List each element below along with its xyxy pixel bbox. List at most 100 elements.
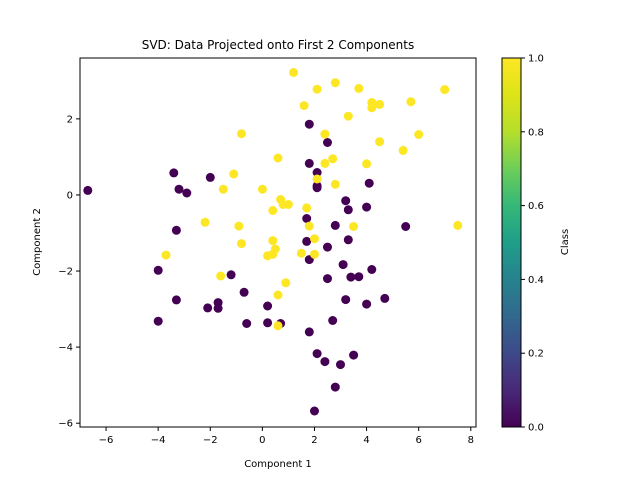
- scatter-point-class-0: [153, 265, 163, 275]
- scatter-point-class-0: [174, 184, 184, 194]
- scatter-point-class-1: [328, 154, 338, 164]
- scatter-point-class-0: [302, 214, 312, 223]
- scatter-point-class-1: [453, 220, 463, 230]
- scatter-point-class-0: [302, 236, 312, 246]
- x-axis-label: Component 1: [244, 459, 312, 470]
- x-tick-label: 6: [415, 435, 421, 446]
- scatter-point-class-1: [216, 271, 226, 281]
- scatter-point-class-1: [304, 221, 314, 231]
- scatter-point-class-1: [406, 97, 416, 107]
- scatter-point-class-0: [263, 318, 273, 328]
- scatter-point-class-1: [320, 158, 330, 168]
- y-tick-label: −4: [58, 343, 73, 354]
- scatter-point-class-1: [257, 184, 267, 194]
- y-tick-label: −6: [58, 419, 73, 430]
- x-tick-label: −6: [99, 435, 114, 446]
- scatter-point-class-0: [364, 178, 374, 188]
- scatter-point-class-0: [263, 301, 273, 311]
- scatter-point-class-1: [281, 278, 291, 288]
- chart-title: SVD: Data Projected onto First 2 Compone…: [142, 38, 415, 52]
- scatter-point-class-1: [440, 85, 450, 95]
- scatter-point-class-0: [380, 293, 390, 303]
- scatter-point-class-0: [341, 196, 351, 206]
- scatter-point-class-0: [312, 168, 322, 177]
- scatter-point-class-1: [296, 248, 306, 258]
- scatter-point-class-1: [268, 206, 278, 215]
- scatter-point-class-0: [343, 235, 353, 245]
- scatter-point-class-1: [375, 99, 385, 109]
- scatter-point-class-1: [283, 200, 293, 209]
- y-tick-label: −2: [58, 267, 73, 278]
- scatter-point-class-0: [153, 316, 163, 326]
- scatter-points: [83, 68, 463, 416]
- scatter-point-class-0: [304, 327, 314, 337]
- scatter-point-class-1: [299, 101, 309, 111]
- scatter-point-class-0: [226, 270, 236, 280]
- scatter-point-class-0: [346, 272, 356, 282]
- scatter-point-class-1: [349, 222, 359, 231]
- y-axis-ticks: −6 −4 −2 0 2: [58, 114, 80, 430]
- colorbar-gradient: [501, 57, 522, 428]
- scatter-point-class-1: [234, 221, 244, 231]
- scatter-point-class-1: [273, 290, 283, 300]
- scatter-point-class-0: [338, 260, 348, 270]
- scatter-point-class-1: [161, 250, 171, 260]
- scatter-point-class-1: [273, 321, 283, 331]
- scatter-point-class-1: [312, 174, 322, 184]
- colorbar-label: Class: [560, 229, 571, 255]
- scatter-point-class-0: [401, 222, 411, 231]
- scatter-point-class-0: [182, 188, 192, 198]
- scatter-point-class-1: [229, 169, 239, 179]
- scatter-point-class-1: [302, 203, 312, 213]
- colorbar-ticks: 0.0 0.2 0.4 0.6 0.8 1.0: [521, 54, 544, 434]
- scatter-point-class-1: [270, 244, 280, 254]
- scatter-point-class-0: [343, 205, 353, 215]
- scatter-point-class-0: [242, 319, 252, 328]
- colorbar-tick-label: 1.0: [528, 54, 544, 65]
- colorbar: 0.0 0.2 0.4 0.6 0.8 1.0 Class: [501, 54, 571, 434]
- scatter-point-class-1: [310, 249, 319, 259]
- scatter-point-class-1: [398, 145, 408, 155]
- x-tick-label: −4: [151, 435, 166, 446]
- y-tick-label: 0: [67, 190, 73, 201]
- scatter-point-class-1: [268, 236, 278, 246]
- scatter-point-class-1: [330, 78, 340, 88]
- scatter-point-class-0: [323, 242, 332, 252]
- x-axis-ticks: −6 −4 −2 0 2 4 6 8: [99, 427, 474, 446]
- scatter-point-class-0: [328, 316, 338, 325]
- x-tick-label: 8: [468, 435, 474, 446]
- scatter-point-class-1: [200, 217, 210, 227]
- scatter-point-class-0: [349, 350, 359, 360]
- colorbar-tick-label: 0.6: [528, 201, 544, 212]
- scatter-point-class-0: [362, 202, 372, 212]
- scatter-point-class-0: [310, 406, 319, 416]
- x-tick-label: 0: [259, 435, 265, 446]
- scatter-point-class-1: [330, 179, 340, 189]
- scatter-point-class-1: [237, 239, 246, 249]
- scatter-point-class-0: [213, 303, 223, 313]
- scatter-point-class-1: [343, 111, 353, 121]
- scatter-point-class-0: [304, 119, 314, 129]
- scatter-point-class-1: [414, 130, 424, 139]
- y-tick-label: 2: [67, 114, 73, 125]
- scatter-point-class-0: [367, 265, 377, 274]
- scatter-point-class-0: [312, 349, 322, 359]
- scatter-point-class-1: [273, 153, 283, 163]
- scatter-point-class-1: [320, 129, 330, 139]
- scatter-point-class-0: [171, 225, 181, 235]
- scatter-point-class-0: [354, 272, 364, 282]
- colorbar-tick-label: 0.8: [528, 127, 544, 138]
- scatter-point-class-0: [330, 382, 340, 392]
- scatter-point-class-0: [336, 360, 345, 370]
- colorbar-tick-label: 0.0: [528, 423, 544, 434]
- scatter-point-class-0: [304, 158, 314, 168]
- scatter-point-class-1: [354, 83, 364, 93]
- scatter-point-class-0: [312, 183, 322, 193]
- scatter-point-class-1: [375, 137, 385, 147]
- scatter-point-class-1: [362, 159, 372, 169]
- scatter-point-class-1: [310, 234, 319, 244]
- scatter-point-class-0: [83, 185, 93, 195]
- scatter-point-class-0: [323, 138, 332, 147]
